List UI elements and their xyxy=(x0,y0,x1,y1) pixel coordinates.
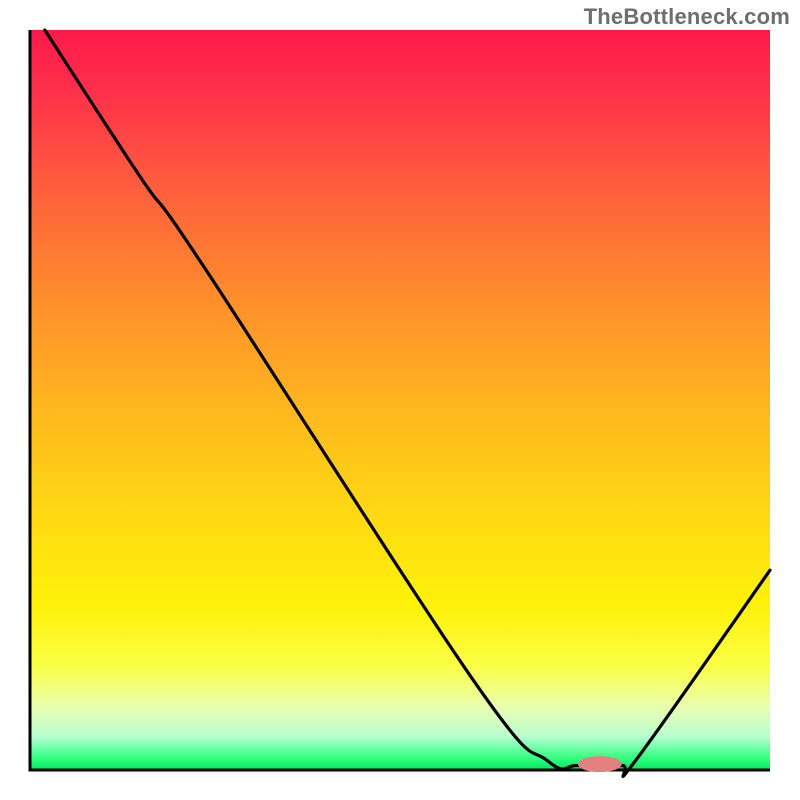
chart-container: { "watermark": { "text": "TheBottleneck.… xyxy=(0,0,800,800)
bottleneck-chart xyxy=(0,0,800,800)
gradient-background xyxy=(30,30,770,770)
watermark: TheBottleneck.com xyxy=(584,4,790,30)
optimum-marker xyxy=(578,756,622,772)
